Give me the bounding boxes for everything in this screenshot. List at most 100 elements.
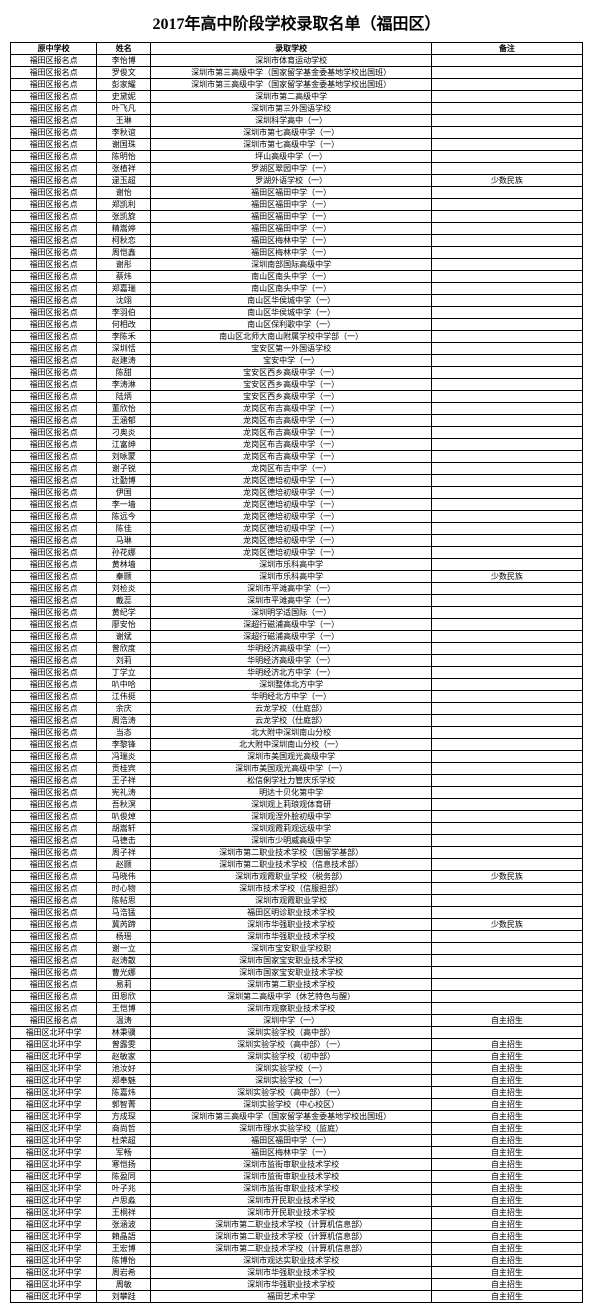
table-cell: 福田区报名点	[11, 763, 97, 775]
table-row: 福田区报名点马琳龙岗区德培初级中学（一）	[11, 535, 583, 547]
table-cell: 军畅	[97, 1147, 151, 1159]
table-cell: 福田区北环中学	[11, 1279, 97, 1291]
table-cell: 宝安区西乡高级中学（一）	[151, 367, 432, 379]
table-cell	[431, 1003, 582, 1015]
table-row: 福田区报名点孙花娜龙岗区德培初级中学（一）	[11, 547, 583, 559]
table-cell: 赵涛散	[97, 955, 151, 967]
table-cell: 福田区北环中学	[11, 1063, 97, 1075]
table-cell: 罗湖外语学校（一）	[151, 175, 432, 187]
table-cell: 云龙学校（仕庭部）	[151, 715, 432, 727]
table-cell: 伊国	[97, 487, 151, 499]
table-row: 福田区报名点张凯旋福田区福田中学（一）	[11, 211, 583, 223]
table-cell	[431, 115, 582, 127]
table-cell: 深圳实验学校（一）	[151, 1063, 432, 1075]
table-row: 福田区报名点王涵郁龙岗区布吉高级中学（一）	[11, 415, 583, 427]
table-cell: 宝安区第一外国语学校	[151, 343, 432, 355]
table-cell: 陈佳	[97, 523, 151, 535]
table-cell: 福田区北环中学	[11, 1159, 97, 1171]
table-cell: 福田区报名点	[11, 223, 97, 235]
table-cell: 马晓伟	[97, 871, 151, 883]
header-note: 备注	[431, 43, 582, 55]
table-cell	[431, 787, 582, 799]
table-cell	[431, 271, 582, 283]
table-cell: 郑奉魅	[97, 1075, 151, 1087]
table-cell: 深圳整体北方中学	[151, 679, 432, 691]
table-cell	[431, 199, 582, 211]
table-cell	[431, 619, 582, 631]
table-cell: 福田区报名点	[11, 367, 97, 379]
table-cell	[431, 403, 582, 415]
table-row: 福田区报名点何相改南山区保利歌中学（一）	[11, 319, 583, 331]
table-cell: 刘莉	[97, 655, 151, 667]
table-cell: 福田区报名点	[11, 691, 97, 703]
table-cell	[431, 559, 582, 571]
table-row: 福田区报名点史黛妮深圳市第二高级中学	[11, 91, 583, 103]
table-cell: 深圳实验学校（高中部）（一）	[151, 1087, 432, 1099]
table-cell: 福田区报名点	[11, 211, 97, 223]
table-cell: 福田区报名点	[11, 463, 97, 475]
table-row: 福田区报名点伊国龙岗区德培初级中学（一）	[11, 487, 583, 499]
table-cell: 深圳市第二职业技术学校（国留学基部）	[151, 847, 432, 859]
table-row: 福田区报名点马浩猛福田区明诊职业技术学校	[11, 907, 583, 919]
table-cell: 深圳南部国际高级中学	[151, 259, 432, 271]
table-cell: 福田区北环中学	[11, 1099, 97, 1111]
table-row: 福田区报名点叭中哈深圳整体北方中学	[11, 679, 583, 691]
table-row: 福田区报名点沈翊南山区华侯城中学（一）	[11, 295, 583, 307]
table-cell: 陈帖思	[97, 895, 151, 907]
table-cell: 冀芮蹄	[97, 919, 151, 931]
table-cell: 江富绅	[97, 439, 151, 451]
table-row: 福田区北环中学周岩希深圳市华强职业技术学校自主招生	[11, 1267, 583, 1279]
table-cell: 福田区报名点	[11, 427, 97, 439]
table-cell: 逯玉超	[97, 175, 151, 187]
table-cell	[431, 187, 582, 199]
table-cell: 福田区报名点	[11, 559, 97, 571]
table-cell	[431, 799, 582, 811]
table-cell: 李一墙	[97, 499, 151, 511]
table-cell: 福田区报名点	[11, 523, 97, 535]
table-cell	[431, 487, 582, 499]
table-cell: 福田区福田中学（一）	[151, 211, 432, 223]
table-cell: 李黎锋	[97, 739, 151, 751]
table-cell: 福田区北环中学	[11, 1123, 97, 1135]
table-cell: 李涛淋	[97, 379, 151, 391]
table-cell: 戴蕊	[97, 595, 151, 607]
table-cell	[431, 523, 582, 535]
table-cell: 福田区报名点	[11, 595, 97, 607]
table-cell: 彭家耀	[97, 79, 151, 91]
table-cell: 福田区报名点	[11, 391, 97, 403]
table-cell: 蔡炜	[97, 271, 151, 283]
table-row: 福田区报名点廖安怡深超行磁浦高级中学（一）	[11, 619, 583, 631]
table-cell: 董欣怡	[97, 403, 151, 415]
table-cell: 福田区报名点	[11, 115, 97, 127]
table-cell: 深圳市华强职业技术学校	[151, 931, 432, 943]
table-cell: 福田区报名点	[11, 991, 97, 1003]
table-cell: 福田区报名点	[11, 475, 97, 487]
table-cell	[431, 679, 582, 691]
table-cell: 福田区报名点	[11, 931, 97, 943]
table-cell	[431, 643, 582, 655]
table-row: 福田区报名点刘咏蒙龙岗区布吉高级中学（一）	[11, 451, 583, 463]
table-cell	[431, 139, 582, 151]
table-cell: 自主招生	[431, 1195, 582, 1207]
table-cell	[431, 511, 582, 523]
table-cell: 寒恺扬	[97, 1159, 151, 1171]
table-cell	[431, 247, 582, 259]
table-row: 福田区报名点精嵩婷福田区福田中学（一）	[11, 223, 583, 235]
table-row: 福田区报名点叶飞凡深圳市第三外国语学校	[11, 103, 583, 115]
table-cell: 云龙学校（仕庭部）	[151, 703, 432, 715]
table-row: 福田区报名点郑嘉瑞南山区南头中学（一）	[11, 283, 583, 295]
table-row: 福田区报名点李一墙龙岗区德培初级中学（一）	[11, 499, 583, 511]
table-cell: 福田区福田中学（一）	[151, 223, 432, 235]
table-row: 福田区北环中学杜荣超福田区福田中学（一）自主招生	[11, 1135, 583, 1147]
table-cell	[431, 415, 582, 427]
table-cell: 深圳实验学校（一）	[151, 1075, 432, 1087]
table-cell: 华明经济北方中学（一）	[151, 667, 432, 679]
table-cell: 谢国珠	[97, 139, 151, 151]
table-cell: 宝安中学（一）	[151, 355, 432, 367]
table-row: 福田区北环中学方成琛深圳市第三高级中学（国家留学基金委基地学校出国班）自主招生	[11, 1111, 583, 1123]
table-cell: 福田区北环中学	[11, 1219, 97, 1231]
table-cell: 深圳市开民职业技术学校	[151, 1207, 432, 1219]
table-cell: 深圳市体育运动学校	[151, 55, 432, 67]
table-cell: 福田区北环中学	[11, 1267, 97, 1279]
table-cell: 赵建涛	[97, 355, 151, 367]
